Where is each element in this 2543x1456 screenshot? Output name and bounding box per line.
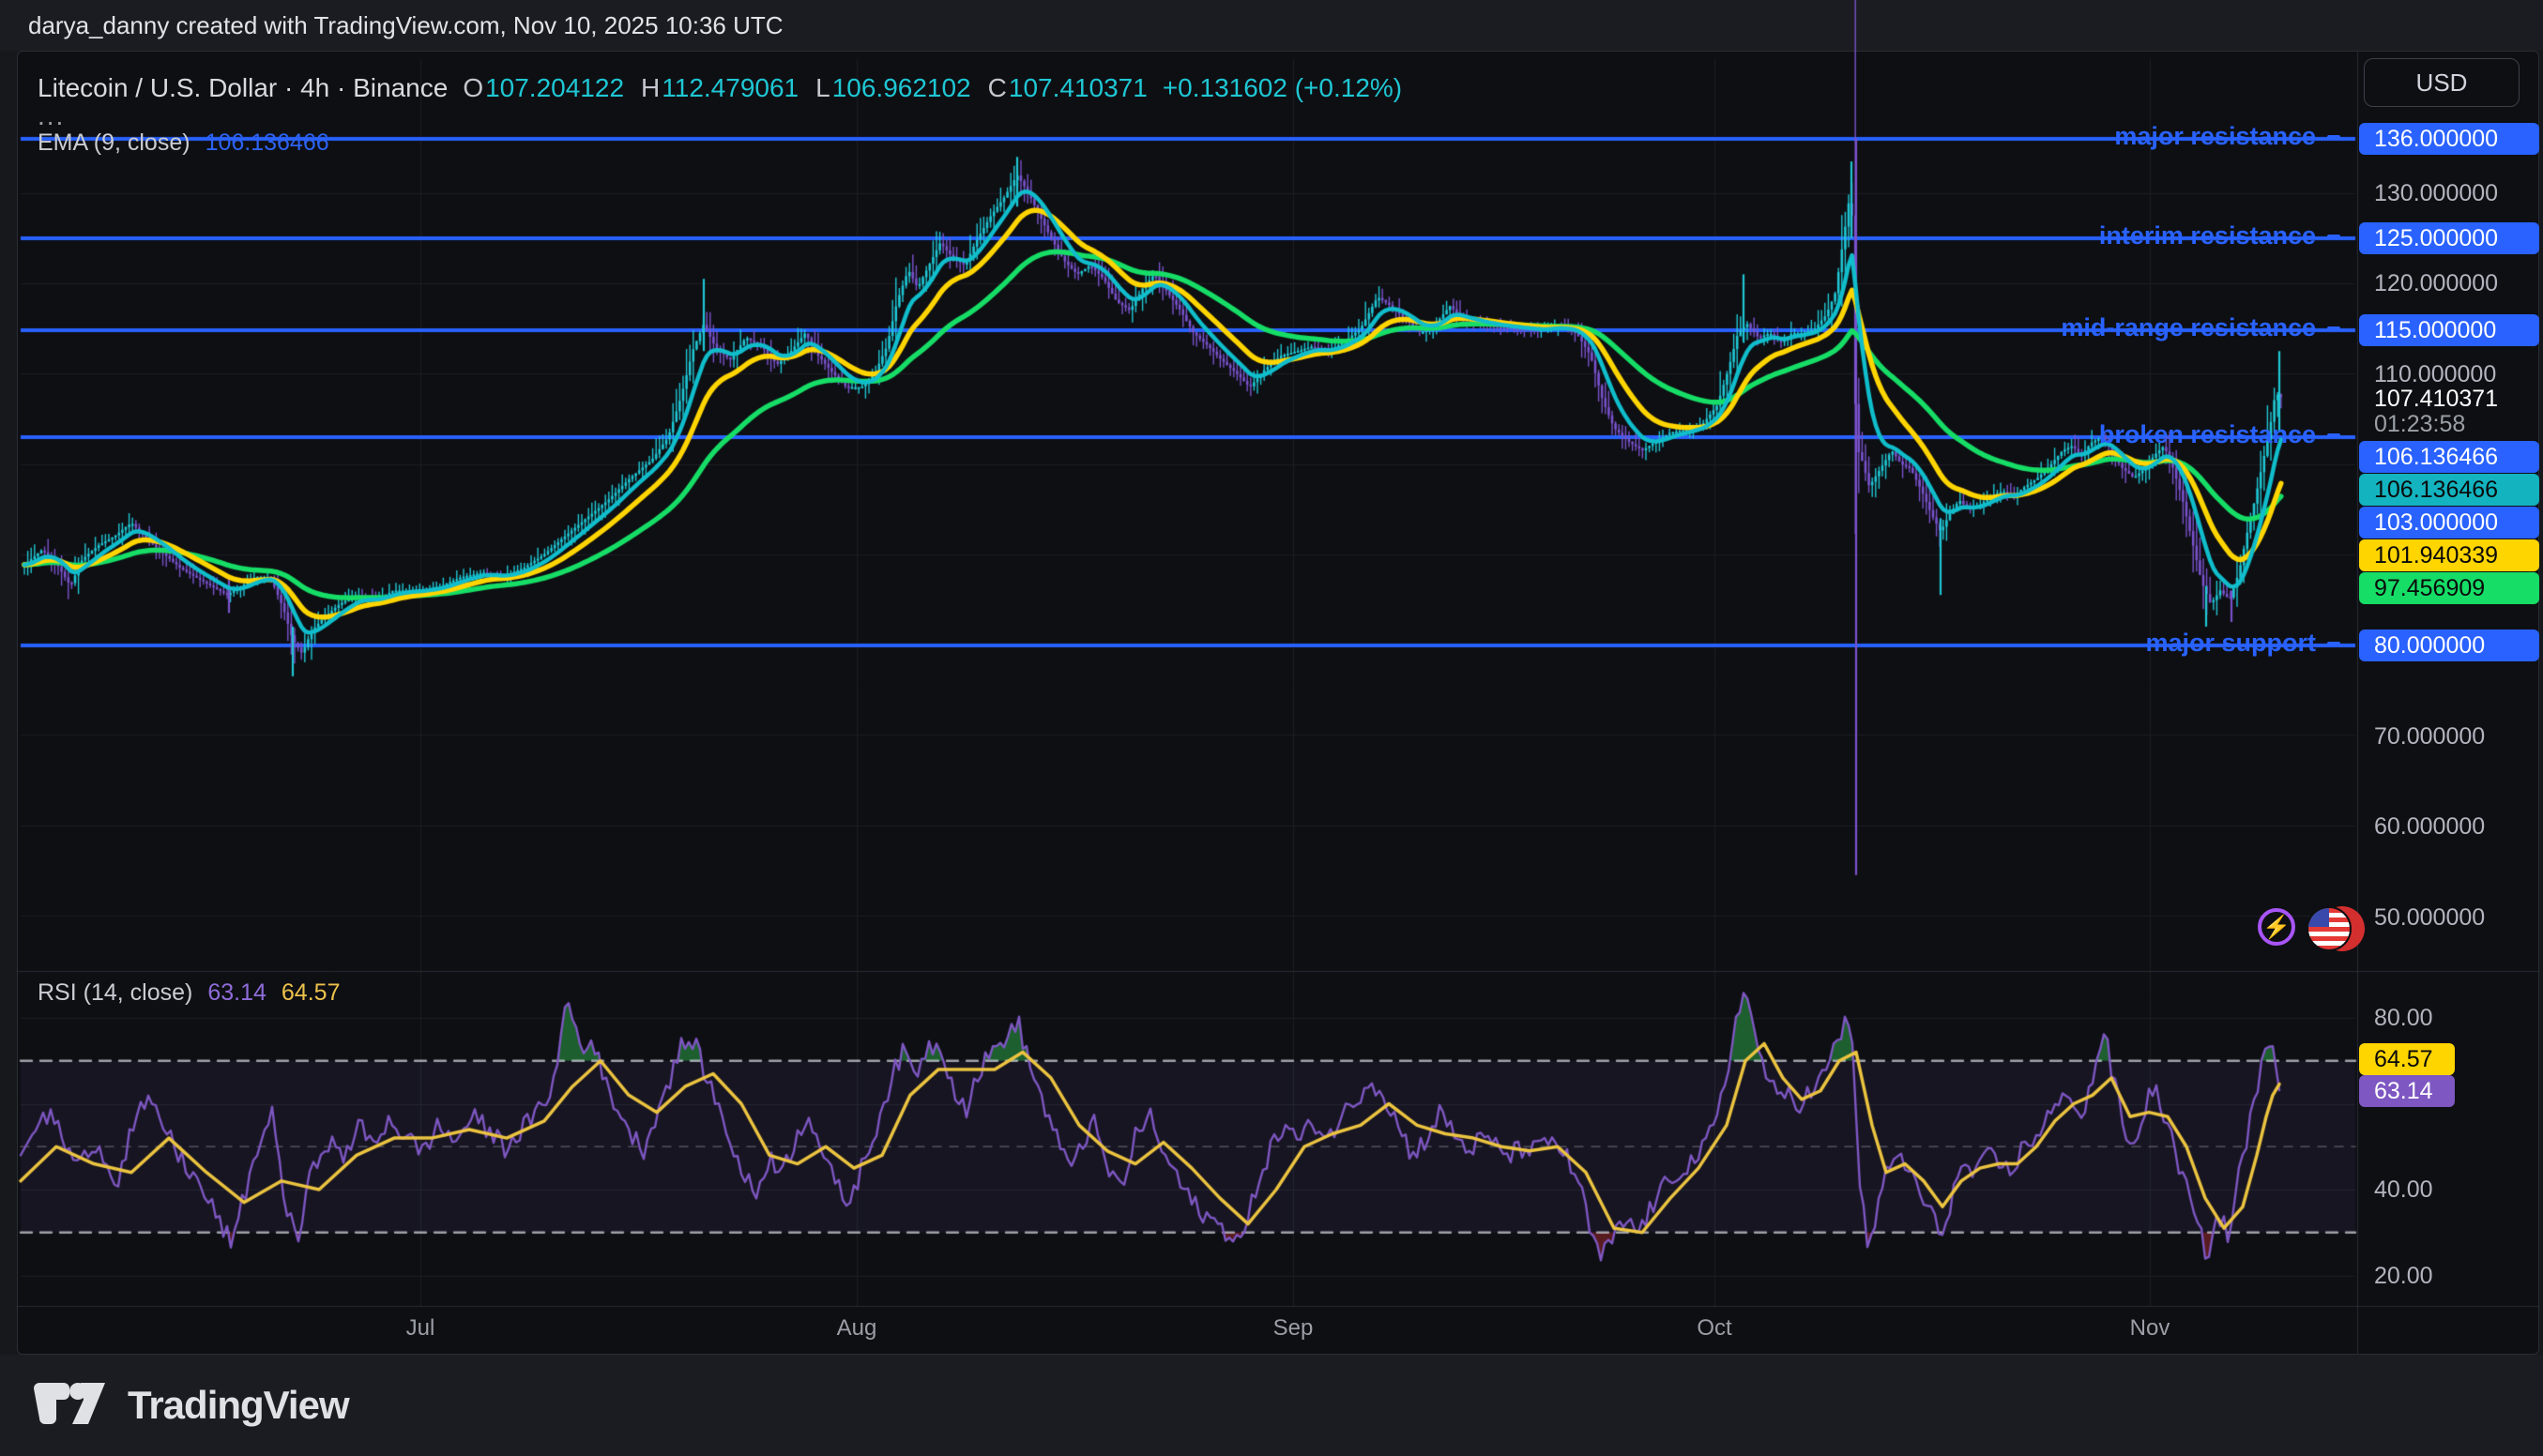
level-label-text: interim resistance — [2098, 221, 2316, 250]
ohlc-value: 112.479061 — [662, 73, 799, 102]
time-axis-month: Nov — [2129, 1315, 2170, 1341]
time-axis-month: Jul — [405, 1315, 435, 1341]
ema-label: EMA (9, close) — [38, 129, 190, 156]
ohlc-item: O107.204122 — [463, 73, 624, 103]
ohlc-value: 106.962102 — [831, 73, 971, 102]
price-badge: 97.456909 — [2359, 572, 2539, 604]
rsi-axis-label: 80.00 — [2374, 1005, 2433, 1031]
rsi-ma-value: 64.57 — [281, 979, 341, 1006]
bar-countdown-label: 01:23:58 — [2374, 411, 2466, 437]
price-badge: 80.000000 — [2359, 629, 2539, 661]
time-axis-month: Sep — [1272, 1315, 1314, 1341]
level-label-interim-resistance[interactable]: interim resistance — [2099, 221, 2340, 250]
level-tick — [2327, 234, 2340, 238]
ema-legend[interactable]: EMA (9, close) 106.136466 — [38, 129, 329, 157]
level-tick — [2327, 134, 2340, 139]
symbol-logos: ⚡ — [2258, 906, 2370, 955]
price-axis-label: 70.000000 — [2374, 723, 2486, 750]
level-label-mid-range-resistance[interactable]: mid-range resistance — [2061, 313, 2340, 342]
price-badge: 101.940339 — [2359, 539, 2539, 571]
ohlc-key: C — [987, 73, 1007, 102]
litecoin-lightning-icon: ⚡ — [2258, 908, 2295, 946]
level-label-text: major support — [2145, 629, 2316, 657]
rsi-badge: 64.57 — [2359, 1043, 2455, 1075]
more-ellipsis-icon[interactable]: ... — [38, 101, 66, 130]
rsi-legend[interactable]: RSI (14, close) 63.14 64.57 — [38, 979, 340, 1007]
level-label-text: broken resistance — [2098, 420, 2316, 448]
price-badge: 115.000000 — [2359, 314, 2539, 346]
time-axis-month: Aug — [836, 1315, 877, 1341]
symbol-legend[interactable]: Litecoin / U.S. Dollar · 4h · Binance O1… — [38, 73, 1402, 103]
price-badge: 106.136466 — [2359, 474, 2539, 506]
price-axis-label: 120.000000 — [2374, 270, 2499, 296]
level-tick — [2327, 641, 2340, 645]
us-flag-icon — [2307, 906, 2352, 951]
price-axis-label: 130.000000 — [2374, 180, 2499, 206]
ohlc-key: L — [815, 73, 830, 102]
level-label-broken-resistance[interactable]: broken resistance — [2099, 420, 2340, 449]
rsi-axis-label: 40.00 — [2374, 1176, 2433, 1203]
level-tick — [2327, 432, 2340, 437]
price-badge: 136.000000 — [2359, 123, 2539, 155]
price-badge: 103.000000 — [2359, 507, 2539, 538]
level-label-text: major resistance — [2114, 122, 2316, 150]
price-badge: 125.000000 — [2359, 222, 2539, 254]
ohlc-value: 107.410371 — [1008, 73, 1148, 102]
ohlc-key: O — [463, 73, 484, 102]
tradingview-logo-icon — [34, 1383, 105, 1424]
price-axis-label: 110.000000 — [2374, 361, 2497, 387]
branding-bar: TradingView — [0, 1355, 2543, 1456]
rsi-badge: 63.14 — [2359, 1075, 2455, 1107]
flag-canton — [2308, 908, 2329, 927]
ohlc-item: L106.962102 — [815, 73, 971, 103]
legend-more-row[interactable]: ... — [38, 101, 65, 131]
ohlc-key: H — [641, 73, 661, 102]
tradingview-logo-text: TradingView — [128, 1383, 350, 1427]
currency-toggle-button[interactable]: USD — [2364, 58, 2520, 107]
current-price-label: 107.410371 — [2374, 386, 2499, 412]
ohlc-item: C107.410371 — [988, 73, 1148, 103]
symbol-title: Litecoin / U.S. Dollar · 4h · Binance — [38, 73, 449, 102]
time-axis-month: Oct — [1697, 1315, 1732, 1341]
ema-value: 106.136466 — [205, 129, 329, 156]
level-tick — [2327, 326, 2340, 330]
rsi-label: RSI (14, close) — [38, 979, 193, 1006]
price-axis-label: 50.000000 — [2374, 904, 2486, 931]
ohlc-values: O107.204122 H112.479061 L106.962102 C107.41… — [463, 73, 1148, 103]
price-badge: 106.136466 — [2359, 441, 2539, 473]
change-value: +0.131602 (+0.12%) — [1162, 73, 1403, 102]
level-label-major-support[interactable]: major support — [2145, 629, 2340, 658]
rsi-value: 63.14 — [207, 979, 266, 1006]
level-label-text: mid-range resistance — [2061, 313, 2316, 341]
ohlc-item: H112.479061 — [641, 73, 799, 103]
rsi-axis-label: 20.00 — [2374, 1263, 2433, 1289]
ohlc-value: 107.204122 — [485, 73, 625, 102]
tradingview-logo[interactable]: TradingView — [32, 1383, 350, 1428]
level-label-major-resistance[interactable]: major resistance — [2114, 122, 2340, 151]
price-axis-label: 60.000000 — [2374, 813, 2486, 840]
